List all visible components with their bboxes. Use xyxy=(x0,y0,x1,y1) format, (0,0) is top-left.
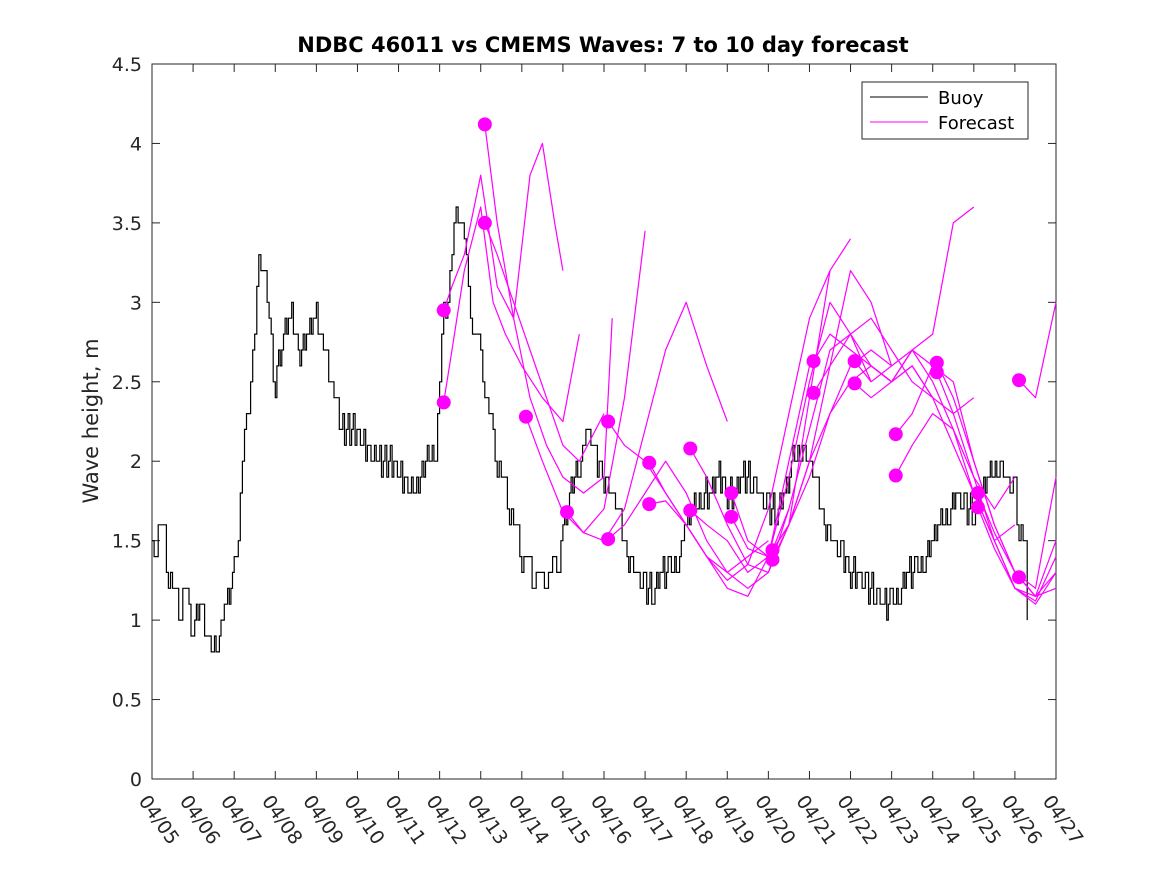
forecast-series-line xyxy=(936,371,1057,597)
y-tick-label: 2.5 xyxy=(112,372,142,394)
forecast-start-marker xyxy=(724,486,739,500)
x-tick-label: 04/16 xyxy=(586,791,635,848)
y-axis-label: Wave height, m xyxy=(79,338,103,503)
y-tick-label: 1 xyxy=(130,610,142,632)
forecast-start-marker xyxy=(970,500,985,515)
x-tick-label: 04/21 xyxy=(791,791,840,848)
x-tick-label: 04/08 xyxy=(257,791,306,848)
forecast-start-marker xyxy=(1012,373,1027,388)
x-tick-label: 04/15 xyxy=(545,791,594,848)
forecast-start-marker xyxy=(642,497,657,512)
forecast-start-marker xyxy=(642,455,657,470)
forecast-start-marker xyxy=(601,414,616,429)
x-tick-label: 04/18 xyxy=(668,791,717,848)
forecast-series-line xyxy=(484,124,613,494)
x-tick-label: 04/19 xyxy=(709,791,758,848)
forecast-start-marker xyxy=(724,509,739,524)
x-tick-label: 04/05 xyxy=(134,791,183,848)
x-tick-label: 04/27 xyxy=(1038,791,1087,848)
x-tick-label: 04/14 xyxy=(504,791,553,848)
x-tick-label: 04/17 xyxy=(627,791,676,848)
forecast-start-marker xyxy=(888,427,903,442)
legend: Buoy Forecast xyxy=(861,81,1029,140)
forecast-series-line xyxy=(771,365,934,560)
forecast-series-line xyxy=(566,301,728,542)
forecast-start-marker xyxy=(765,552,780,567)
forecast-series-line xyxy=(689,301,872,573)
forecast-series-line xyxy=(1018,302,1057,399)
x-tick-label: 04/25 xyxy=(956,791,1005,848)
forecast-series-line xyxy=(443,206,580,423)
forecast-series-line xyxy=(936,362,1057,589)
chart-title: NDBC 46011 vs CMEMS Waves: 7 to 10 day f… xyxy=(297,33,908,57)
forecast-series-line xyxy=(813,317,975,415)
x-tick-label: 04/24 xyxy=(915,791,964,848)
legend-box xyxy=(861,81,1029,140)
forecast-series-line xyxy=(977,507,1057,602)
x-tick-label: 04/20 xyxy=(750,791,799,848)
forecast-start-marker xyxy=(806,385,821,400)
forecast-start-marker xyxy=(806,354,821,369)
forecast-start-marker xyxy=(888,468,903,483)
forecast-start-marker xyxy=(477,215,492,230)
forecast-start-marker xyxy=(683,503,698,518)
forecast-series-line xyxy=(443,142,564,319)
forecast-series-line xyxy=(649,270,831,581)
forecast-start-marker xyxy=(477,117,492,132)
forecast-series-line xyxy=(813,206,975,383)
legend-forecast-label: Forecast xyxy=(938,113,1014,134)
plot-area: 0 0.5 1 1.5 2 2.5 3 3.5 4 4.5 04/0504/0604/0704/08… xyxy=(112,54,1088,849)
forecast-start-marker xyxy=(601,532,616,547)
forecast-start-marker xyxy=(847,376,862,391)
y-tick-label: 3 xyxy=(130,292,142,314)
forecast-series-line xyxy=(607,460,790,589)
x-tick-label: 04/10 xyxy=(339,791,388,848)
forecast-start-marker xyxy=(518,409,533,424)
forecast-start-marker xyxy=(847,354,862,369)
forecast-start-marker xyxy=(970,486,985,500)
forecast-start-marker xyxy=(683,441,698,456)
x-tick-label: 04/07 xyxy=(216,791,265,848)
x-tick-label: 04/06 xyxy=(175,791,224,848)
y-tick-label: 4.5 xyxy=(112,54,142,76)
forecast-start-marker xyxy=(436,395,451,410)
forecast-start-marker xyxy=(436,303,451,318)
x-tick-label: 04/12 xyxy=(422,791,471,848)
forecast-series-line xyxy=(854,349,1016,510)
forecast-start-marker xyxy=(929,365,944,380)
x-tick-label: 04/26 xyxy=(997,791,1046,848)
y-tick-label: 1.5 xyxy=(112,531,142,553)
y-tick-label: 0.5 xyxy=(112,690,142,712)
forecast-series-line xyxy=(484,222,605,462)
legend-buoy-label: Buoy xyxy=(938,88,984,109)
x-tick-label: 04/13 xyxy=(463,791,512,848)
y-tick-label: 2 xyxy=(130,451,142,473)
y-tick-label: 3.5 xyxy=(112,213,142,235)
forecast-series-line xyxy=(689,238,852,573)
x-tick-label: 04/09 xyxy=(298,791,347,848)
forecast-start-marker xyxy=(1012,570,1027,585)
forecast-start-marker xyxy=(560,505,575,520)
y-tick-label: 4 xyxy=(130,133,142,155)
forecast-series-line xyxy=(525,230,646,534)
y-tick-label: 0 xyxy=(130,769,142,791)
x-tick-label: 04/11 xyxy=(380,791,429,848)
forecast-series-line xyxy=(648,365,811,597)
x-tick-label: 04/22 xyxy=(832,791,881,848)
x-tick-label: 04/23 xyxy=(874,791,923,848)
